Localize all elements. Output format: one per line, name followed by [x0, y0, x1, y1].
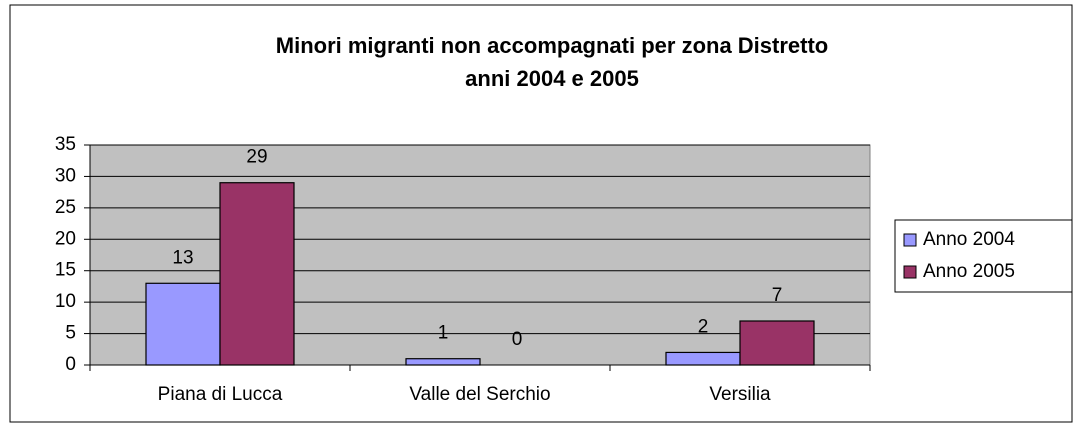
bar [739, 320, 815, 366]
data-label: 2 [698, 316, 709, 337]
chart-title: Minori migranti non accompagnati per zon… [276, 33, 829, 58]
data-label: 7 [772, 285, 783, 306]
data-label: 0 [512, 329, 523, 350]
data-label: 29 [246, 147, 267, 168]
y-tick-label: 5 [65, 323, 76, 344]
legend-swatch [903, 233, 917, 247]
data-label: 1 [438, 323, 449, 344]
bar [665, 351, 741, 366]
x-tick-label: Piana di Lucca [158, 384, 283, 405]
legend [894, 219, 1073, 293]
y-tick-label: 10 [55, 291, 76, 312]
y-tick-label: 15 [55, 260, 76, 281]
data-label: 13 [172, 247, 193, 268]
bar [145, 282, 221, 366]
bar [219, 182, 295, 366]
y-tick-label: 35 [55, 134, 76, 155]
bar [405, 358, 481, 366]
legend-label: Anno 2005 [923, 261, 1015, 282]
legend-swatch [903, 265, 917, 279]
y-tick-label: 25 [55, 197, 76, 218]
x-tick-label: Valle del Serchio [409, 384, 550, 405]
y-tick-label: 20 [55, 228, 76, 249]
legend-label: Anno 2004 [923, 229, 1015, 250]
y-tick-label: 0 [65, 354, 76, 375]
chart-title: anni 2004 e 2005 [465, 66, 639, 91]
x-tick-label: Versilia [709, 384, 771, 405]
y-tick-label: 30 [55, 165, 76, 186]
